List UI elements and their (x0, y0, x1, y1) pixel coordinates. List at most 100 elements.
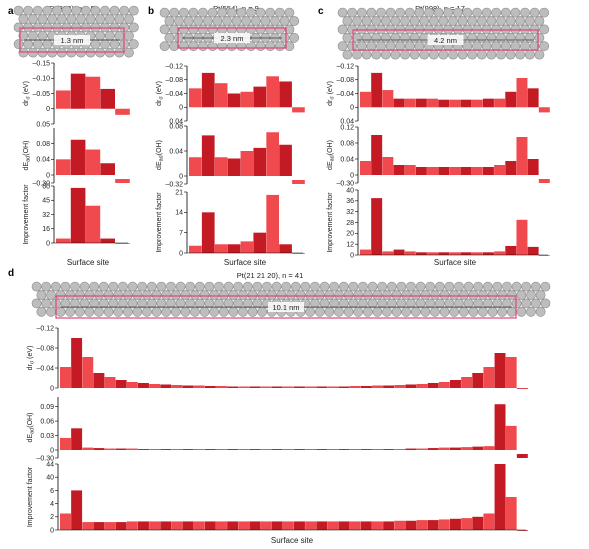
atom (55, 306, 66, 317)
bar (360, 161, 371, 175)
atom (343, 306, 354, 317)
bar (85, 76, 101, 109)
surface-structure (31, 281, 551, 319)
atom (114, 14, 125, 24)
bar (160, 521, 172, 530)
bar (516, 137, 528, 175)
atom (71, 5, 82, 16)
atom (419, 49, 430, 60)
bar (494, 353, 506, 388)
atom (255, 41, 266, 52)
atom (246, 7, 256, 18)
atom (50, 281, 61, 292)
atom (89, 281, 100, 292)
y-tick-label: 44 (46, 461, 54, 468)
bar (227, 449, 239, 450)
atom (128, 39, 139, 50)
bar (282, 449, 294, 450)
subplot-1: dEad(OH) (327, 126, 550, 184)
bar (93, 373, 105, 388)
bar (327, 449, 339, 450)
atom (79, 281, 90, 292)
atom (281, 281, 292, 292)
bar (249, 449, 261, 450)
atom (319, 281, 330, 292)
atom (380, 32, 391, 43)
atom (372, 306, 383, 317)
atom (406, 298, 416, 309)
atom (142, 290, 152, 300)
atom (334, 306, 344, 317)
atom (362, 290, 373, 300)
atom (41, 281, 52, 292)
bar (472, 516, 484, 530)
y-tick-label: –0.30 (32, 180, 50, 187)
y-tick-label: –0.05 (32, 91, 50, 98)
bar (371, 198, 383, 256)
bar (449, 167, 461, 175)
unit-cell-box (352, 29, 539, 51)
atom (502, 281, 512, 292)
y-tick-label: 21 (175, 189, 183, 196)
atom (324, 306, 335, 317)
bar (338, 521, 350, 530)
atom (207, 24, 218, 35)
atom (486, 49, 497, 60)
atom (231, 16, 242, 26)
bar (126, 448, 138, 450)
subplot-2: Improvement factor (156, 192, 305, 254)
unit-cell-box (55, 295, 517, 319)
atom (391, 306, 402, 317)
atom (347, 41, 358, 52)
bar (82, 357, 94, 388)
atom (353, 290, 364, 300)
bar (93, 448, 105, 450)
atom (74, 290, 85, 300)
atom (178, 7, 189, 18)
atom (534, 16, 545, 26)
atom (13, 39, 24, 50)
atom (127, 298, 138, 309)
atom (535, 290, 546, 300)
atom (314, 306, 325, 317)
atom (137, 298, 148, 309)
atom (500, 41, 511, 52)
atom (420, 306, 431, 317)
bar (292, 253, 305, 254)
y-tick-label: –0.30 (36, 455, 54, 462)
atom (371, 32, 382, 43)
atom (539, 24, 550, 35)
atom (183, 16, 194, 26)
bar (100, 163, 115, 175)
y-label-unit: (eV) (23, 81, 30, 96)
atom (496, 49, 506, 60)
atom (104, 30, 115, 41)
bar (461, 377, 473, 388)
atom (424, 7, 434, 18)
y-tick-label: –0.04 (165, 91, 183, 98)
atom (90, 39, 101, 50)
bar (483, 513, 495, 530)
atom (128, 5, 139, 16)
atom (454, 298, 464, 309)
bar (538, 107, 550, 113)
bar (71, 338, 83, 388)
atom (401, 306, 412, 317)
y-axis-label: dEad(OH) (327, 140, 336, 170)
x-axis-label: Surface site (224, 258, 267, 267)
bar (372, 521, 383, 530)
y-axis-label: drσ (eV) (23, 81, 32, 106)
atom (226, 7, 237, 18)
bar (115, 179, 130, 183)
bar (427, 98, 439, 108)
atom (356, 7, 367, 18)
bar (201, 72, 215, 108)
bar (383, 385, 395, 388)
atom (193, 16, 204, 26)
bar (253, 86, 267, 108)
atom (65, 290, 76, 300)
bar (527, 159, 539, 175)
panel-label: b (148, 6, 154, 17)
bar (516, 530, 528, 531)
y-tick-label: 32 (346, 209, 354, 216)
